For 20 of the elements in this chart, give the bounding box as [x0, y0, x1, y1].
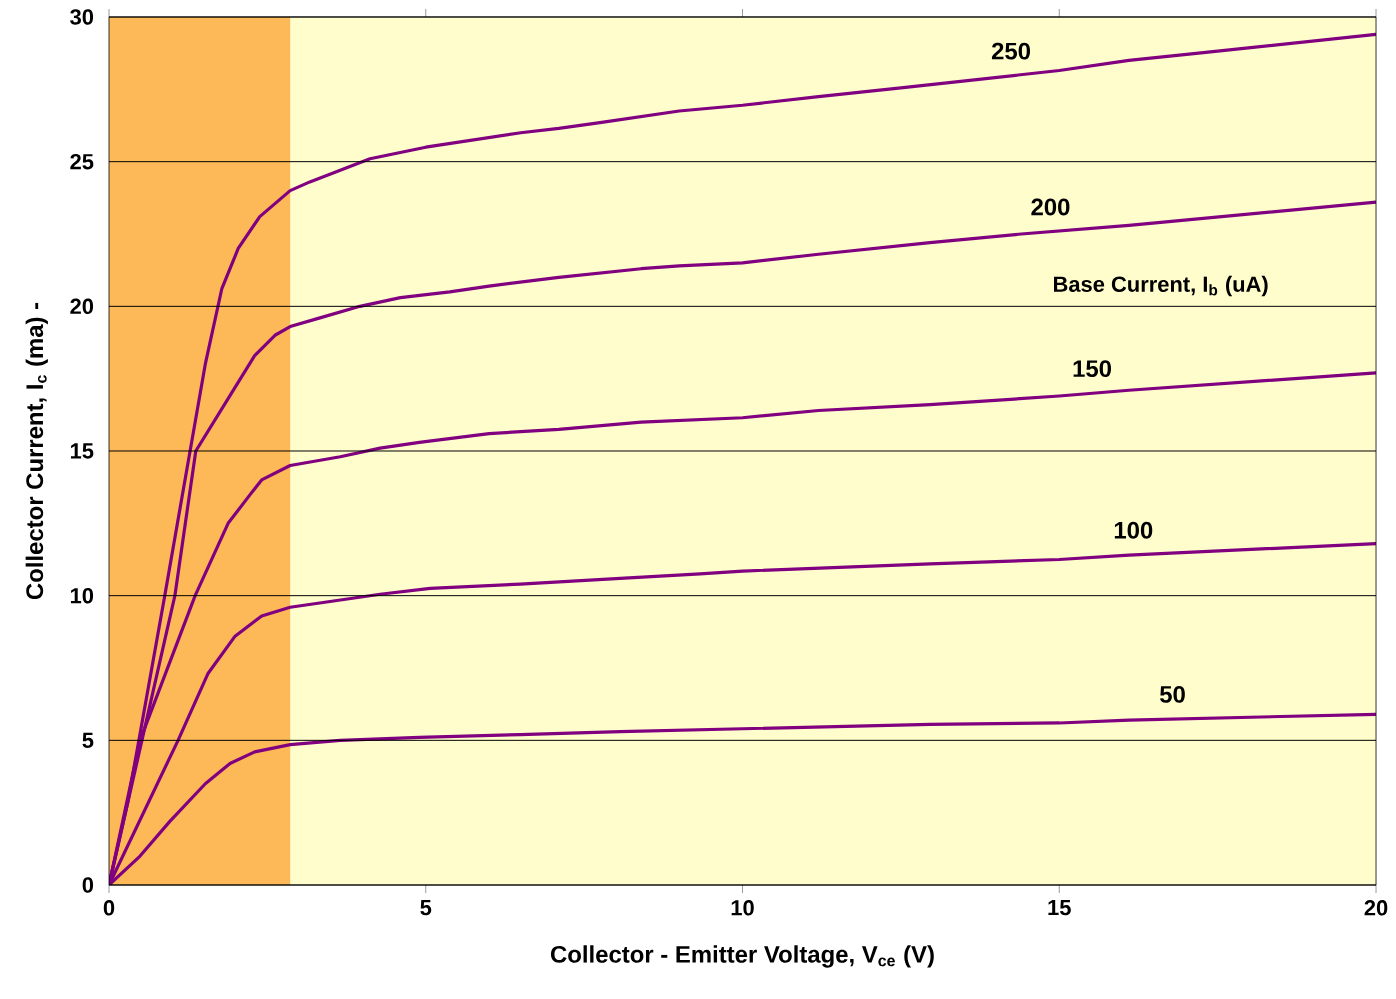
series-label: 150 [1073, 360, 1111, 378]
x-tick-label: 20 [1364, 900, 1388, 916]
y-axis-title: Collector Current, I$_{c}$ (ma) - [25, 302, 48, 600]
x-axis-title: Collector - Emitter Voltage, V$_{ce}$ (V) [550, 945, 934, 968]
y-tick-label: 30 [70, 9, 94, 25]
x-tick-label: 15 [1048, 900, 1071, 916]
y-tick-label: 5 [82, 732, 94, 748]
series-label: 200 [1031, 198, 1070, 216]
y-tick-label: 15 [70, 443, 94, 459]
y-tick-label: 10 [70, 587, 94, 604]
series-label: 50 [1159, 685, 1185, 703]
series-label: 100 [1114, 521, 1153, 539]
y-tick-label: 0 [82, 877, 94, 893]
y-tick-label: 20 [70, 298, 94, 315]
y-tick-label: 25 [70, 153, 94, 170]
x-tick-label: 0 [103, 900, 115, 916]
x-tick-label: 5 [420, 900, 432, 916]
annotation: Base Current, I$_{b}$ (uA) [1054, 275, 1268, 297]
x-tick-label: 10 [731, 900, 754, 916]
series-label: 250 [991, 42, 1031, 60]
